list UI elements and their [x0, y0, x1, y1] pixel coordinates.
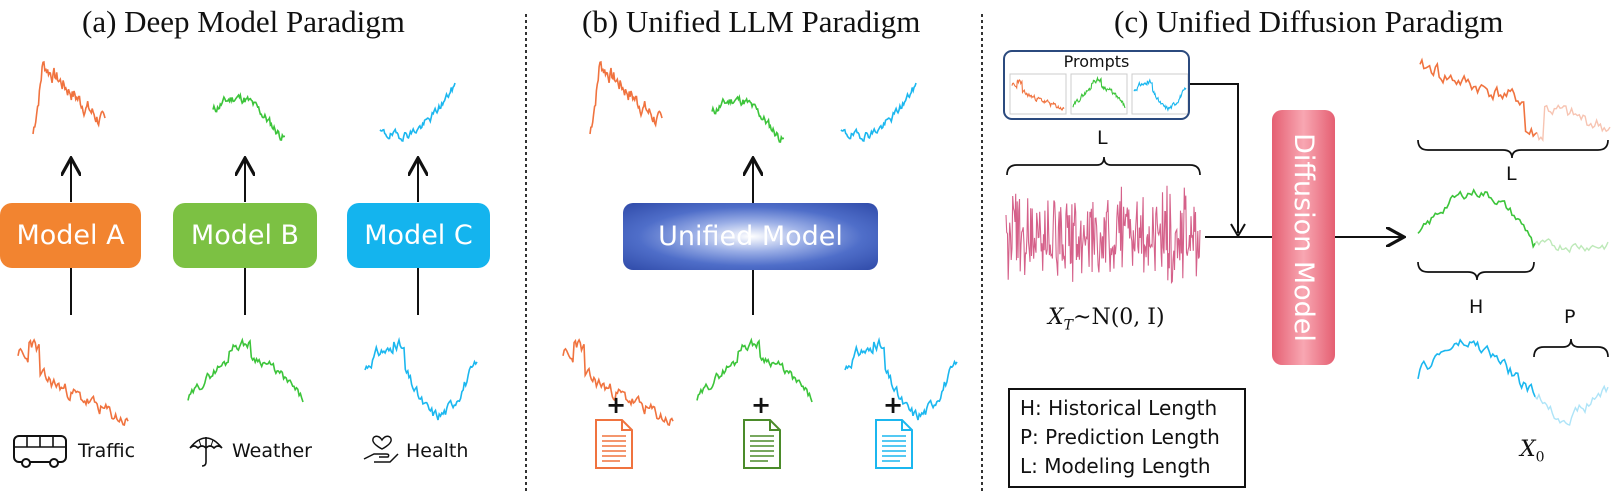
- output-health-series: [1417, 338, 1536, 398]
- bus-icon: [13, 435, 67, 468]
- umbrella-icon: [189, 437, 223, 467]
- brace-h: [1417, 261, 1535, 281]
- panel-a-title: (a) Deep Model Paradigm: [82, 4, 405, 39]
- prompt-series-weather: [1072, 75, 1126, 109]
- series-a-traffic-output: [32, 60, 106, 135]
- prompts-box: Prompts: [1003, 50, 1190, 120]
- domain-health-label: Health: [406, 440, 469, 462]
- series-b-traffic-input: [562, 338, 674, 426]
- brace-l-output: [1417, 139, 1609, 159]
- plus-sign: +: [883, 391, 904, 419]
- prompt-frame: [1009, 73, 1067, 115]
- legend-box: H: Historical Length P: Prediction Lengt…: [1008, 388, 1246, 488]
- brace-l-output-label: L: [1506, 163, 1517, 185]
- domain-traffic-label: Traffic: [78, 440, 136, 462]
- output-label-base: X: [1520, 437, 1536, 462]
- output-label-sub: 0: [1535, 449, 1545, 466]
- series-a-health-output: [379, 82, 456, 143]
- series-b-weather-input: [696, 337, 813, 403]
- prompt-series-health: [1133, 78, 1187, 112]
- panel-c-title: (c) Unified Diffusion Paradigm: [1114, 4, 1504, 39]
- heart-hand-icon: [363, 435, 399, 463]
- output-health-faded: [1534, 384, 1609, 426]
- legend-modeling: L: Modeling Length: [1020, 454, 1211, 478]
- document-icon: [743, 419, 781, 469]
- brace-l-top: [1006, 156, 1201, 176]
- brace-h-label: H: [1469, 296, 1484, 318]
- diffusion-model-box: Diffusion Model: [1272, 110, 1335, 365]
- series-a-traffic-input: [17, 338, 129, 426]
- series-b-weather-output: [711, 94, 785, 143]
- document-icon: [875, 419, 913, 469]
- noise-formula: XT~N(0, I): [1048, 305, 1165, 333]
- document-icon: [595, 419, 633, 469]
- formula-sub: T: [1063, 317, 1074, 334]
- plus-sign: +: [606, 391, 627, 419]
- series-a-health-input: [364, 336, 478, 421]
- noise-series: [1005, 185, 1201, 285]
- legend-historical: H: Historical Length: [1020, 396, 1218, 420]
- plus-sign: +: [751, 391, 772, 419]
- output-traffic-faded: [1536, 104, 1611, 143]
- series-a-weather-input: [187, 337, 304, 403]
- diffusion-model-label: Diffusion Model: [1288, 133, 1320, 342]
- output-label: X0: [1520, 437, 1545, 465]
- brace-p-label: P: [1564, 306, 1576, 328]
- formula-rest: ~N(0, I): [1073, 305, 1165, 330]
- brace-l-top-label: L: [1097, 127, 1108, 149]
- series-b-traffic-output: [589, 60, 663, 135]
- formula-base: X: [1048, 305, 1064, 330]
- panel-b-title: (b) Unified LLM Paradigm: [582, 4, 921, 39]
- legend-prediction: P: Prediction Length: [1020, 425, 1220, 449]
- output-weather-faded: [1534, 238, 1609, 254]
- brace-p: [1533, 338, 1609, 358]
- prompt-connector: [1190, 83, 1239, 233]
- model-b-box: Model B: [173, 203, 317, 268]
- series-a-weather-output: [212, 92, 286, 141]
- output-traffic-series: [1419, 57, 1538, 138]
- output-weather-series: [1417, 188, 1536, 249]
- series-b-health-output: [840, 82, 917, 143]
- unified-model-box: Unified Model: [623, 203, 878, 270]
- prompt-series-traffic: [1011, 79, 1065, 111]
- prompts-title: Prompts: [1063, 52, 1130, 71]
- series-b-health-input: [844, 336, 958, 421]
- model-a-box: Model A: [0, 203, 141, 268]
- prompt-frame: [1070, 73, 1128, 115]
- model-c-box: Model C: [347, 203, 490, 268]
- domain-weather-label: Weather: [232, 440, 312, 462]
